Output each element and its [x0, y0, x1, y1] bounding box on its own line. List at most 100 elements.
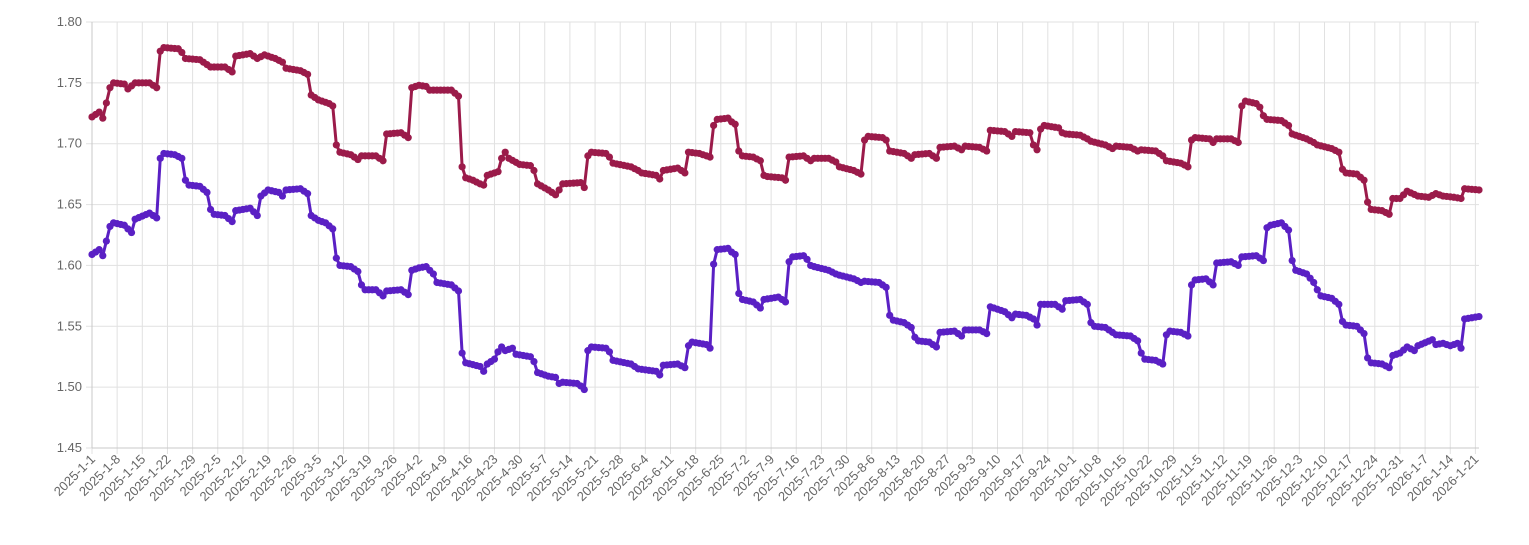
data-point	[153, 84, 161, 92]
data-point	[1360, 329, 1368, 338]
data-point	[530, 357, 538, 366]
data-point	[1029, 315, 1038, 323]
data-point	[404, 134, 412, 142]
data-point	[127, 228, 136, 237]
data-point	[1134, 337, 1142, 345]
y-tick-label: 1.50	[57, 379, 82, 394]
data-point	[1184, 163, 1192, 171]
data-point	[1457, 194, 1465, 203]
data-point	[102, 99, 110, 107]
data-point	[882, 136, 890, 144]
data-point	[1033, 321, 1041, 329]
data-point	[1335, 300, 1343, 308]
data-point	[731, 120, 739, 128]
data-point	[882, 283, 890, 291]
data-point	[429, 270, 437, 278]
data-point	[404, 291, 412, 299]
y-tick-label: 1.45	[57, 440, 82, 455]
data-point	[1209, 281, 1217, 289]
y-tick-label: 1.80	[57, 14, 82, 29]
data-point	[498, 154, 506, 162]
data-point	[551, 373, 560, 382]
data-point	[1259, 256, 1267, 265]
data-point	[605, 153, 614, 161]
data-point	[1083, 300, 1091, 308]
data-point	[731, 250, 739, 259]
data-point	[983, 329, 991, 338]
data-point	[354, 267, 362, 276]
data-point	[1335, 148, 1343, 156]
data-point	[99, 252, 107, 260]
data-point	[681, 169, 689, 177]
data-point	[99, 114, 107, 122]
data-point	[932, 154, 941, 162]
data-point	[735, 289, 743, 298]
y-tick-label: 1.60	[57, 257, 82, 272]
data-point	[203, 188, 211, 196]
data-point	[278, 58, 287, 66]
data-point	[1385, 210, 1393, 218]
data-point	[1288, 256, 1296, 265]
data-point	[1364, 198, 1372, 206]
data-point	[458, 349, 466, 357]
data-point	[480, 181, 488, 189]
data-point	[153, 214, 161, 222]
data-point	[706, 344, 714, 352]
data-point	[1058, 305, 1066, 313]
series-1	[88, 43, 1483, 218]
data-point	[253, 211, 261, 220]
data-point	[710, 260, 718, 268]
data-point	[332, 254, 340, 262]
series-2	[88, 149, 1483, 394]
data-point	[102, 237, 110, 245]
data-point	[490, 355, 499, 363]
data-point	[329, 102, 337, 110]
data-point	[178, 154, 186, 162]
y-tick-label: 1.55	[57, 318, 82, 333]
data-point	[706, 153, 714, 161]
data-point	[803, 255, 811, 263]
grid-lines	[86, 21, 1479, 454]
data-point	[501, 148, 509, 156]
data-point	[656, 371, 664, 379]
data-point	[1475, 186, 1483, 194]
data-point	[95, 108, 103, 116]
axes	[91, 22, 1479, 449]
data-point	[656, 175, 664, 183]
data-point	[458, 163, 466, 171]
data-point	[932, 343, 941, 351]
data-point	[1234, 261, 1242, 270]
data-point	[580, 385, 588, 394]
y-tick-label: 1.70	[57, 136, 82, 151]
data-point	[329, 225, 337, 233]
data-point	[1184, 332, 1192, 340]
data-point	[1284, 121, 1293, 130]
data-point	[605, 348, 614, 356]
data-point	[580, 183, 588, 192]
data-point	[1256, 103, 1264, 111]
data-point	[480, 367, 488, 375]
data-point	[1475, 312, 1483, 321]
data-point	[454, 287, 463, 295]
y-tick-label: 1.75	[57, 75, 82, 90]
data-point	[454, 92, 463, 100]
series-layer	[88, 43, 1483, 394]
data-point	[178, 48, 186, 57]
data-point	[756, 157, 764, 165]
data-point	[1234, 138, 1242, 147]
data-point	[1026, 129, 1034, 137]
data-point	[1159, 360, 1167, 368]
data-point	[907, 323, 915, 332]
data-point	[508, 344, 517, 352]
data-point	[95, 246, 103, 254]
data-point	[228, 218, 236, 226]
data-point	[1137, 349, 1145, 357]
data-point	[278, 192, 287, 200]
data-point	[781, 176, 790, 184]
data-point	[304, 70, 312, 78]
data-point	[530, 166, 538, 175]
data-point	[681, 364, 689, 372]
data-point	[555, 186, 563, 194]
data-point	[1385, 364, 1393, 372]
